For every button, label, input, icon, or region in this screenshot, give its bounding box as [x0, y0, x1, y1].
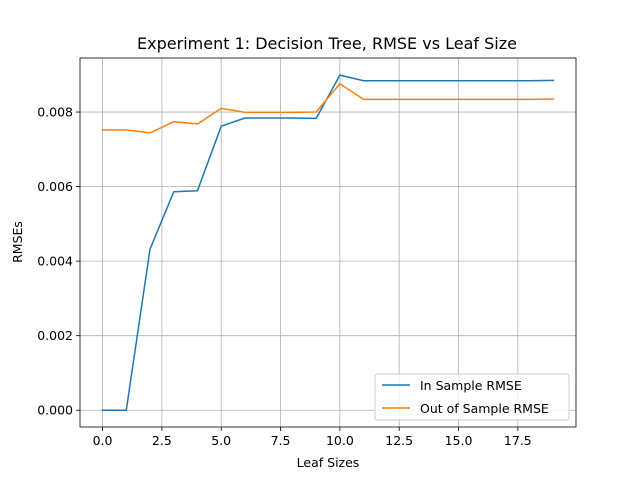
x-tick-label: 12.5 — [385, 433, 413, 448]
grid-lines — [80, 58, 576, 427]
x-tick-label: 15.0 — [445, 433, 473, 448]
y-tick-label: 0.008 — [37, 105, 73, 120]
x-tick-label: 10.0 — [326, 433, 354, 448]
y-axis-label: RMSEs — [10, 221, 25, 263]
x-tick-label: 7.5 — [271, 433, 291, 448]
x-axis-label: Leaf Sizes — [297, 455, 360, 470]
chart-title: Experiment 1: Decision Tree, RMSE vs Lea… — [137, 34, 517, 53]
series-lines — [101, 74, 555, 411]
y-tick-label: 0.000 — [37, 403, 73, 418]
legend: In Sample RMSE Out of Sample RMSE — [374, 373, 570, 421]
x-tick-label: 5.0 — [211, 433, 231, 448]
legend-label-in-sample: In Sample RMSE — [420, 378, 522, 393]
x-tick-label: 2.5 — [152, 433, 172, 448]
legend-label-out-of-sample: Out of Sample RMSE — [420, 401, 549, 416]
legend-box — [374, 373, 570, 421]
x-tick-label: 0.0 — [93, 433, 113, 448]
y-tick-label: 0.002 — [37, 328, 73, 343]
series-line-out-of-sample — [101, 82, 555, 134]
y-tick-label: 0.004 — [37, 254, 73, 269]
x-tick-label: 17.5 — [504, 433, 532, 448]
plot-frame — [79, 57, 577, 428]
axis-ticks: 0.0 2.5 5.0 7.5 10.0 12.5 15.0 17.5 0.000 0.002 0.… — [37, 105, 532, 448]
y-tick-label: 0.006 — [37, 179, 73, 194]
